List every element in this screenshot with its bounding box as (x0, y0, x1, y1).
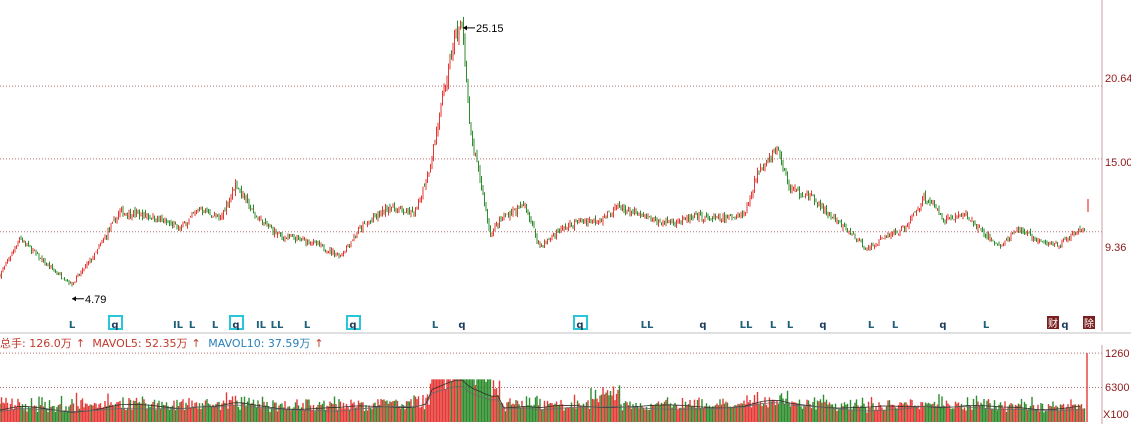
high-price-annotation: 25.15 (463, 23, 504, 35)
event-marker-4: L (212, 320, 219, 331)
price-tick-label-0: 20.64 (1105, 73, 1131, 85)
marker-box-1 (108, 315, 123, 330)
event-marker-6: IL (256, 320, 267, 331)
marker-box-9 (346, 315, 361, 330)
marker-box-5 (229, 315, 244, 330)
price-grid (0, 85, 1102, 233)
event-marker-23: q (1061, 320, 1068, 331)
event-marker-18: q (819, 320, 826, 331)
event-marker-13: LL (641, 320, 654, 331)
price-candles (0, 16, 1089, 287)
volume-total-label: 总手: 126.0万 (0, 337, 72, 350)
event-marker-8: L (304, 320, 311, 331)
up-arrow-icon: ↑ (191, 337, 201, 350)
event-marker-22: L (983, 320, 990, 331)
event-marker-16: L (770, 320, 777, 331)
event-marker-9: q (349, 320, 356, 331)
event-marker-14: q (699, 320, 706, 331)
event-marker-7: LL (271, 320, 284, 331)
up-arrow-icon: ↑ (75, 337, 85, 350)
volume-axis: 1260 6300 X100 (1101, 345, 1129, 424)
volume-tick-label-1: 6300 (1105, 382, 1129, 394)
event-marker-15: LL (740, 320, 753, 331)
high-price-label: 25.15 (476, 23, 504, 35)
volume-bars (0, 353, 1088, 422)
marker-box-12 (573, 315, 588, 330)
volume-grid (0, 352, 1102, 389)
event-marker-2: IL (173, 320, 184, 331)
event-marker-21: q (939, 320, 946, 331)
tag-box-1 (1083, 316, 1095, 329)
mavol10-label: MAVOL10: 37.59万 (208, 337, 311, 350)
event-marker-17: L (787, 320, 794, 331)
low-price-label: 4.79 (85, 294, 106, 306)
tag-label-1: 除 (1084, 317, 1094, 330)
event-marker-5: q (232, 320, 239, 331)
tag-label-0: 财 (1048, 317, 1058, 330)
volume-tick-label-0: 1260 (1105, 348, 1129, 360)
event-marker-10: L (432, 320, 439, 331)
price-tick-label-1: 15.00 (1105, 157, 1131, 169)
price-tick-label-2: 9.36 (1105, 242, 1126, 254)
mavol5-label: MAVOL5: 52.35万 (92, 337, 188, 350)
price-axis: 20.64 15.00 9.36 (1101, 0, 1131, 331)
event-marker-20: L (892, 320, 899, 331)
volume-legend: 总手: 126.0万 ↑ MAVOL5: 52.35万 ↑ MAVOL10: 37.… (0, 335, 328, 351)
up-arrow-icon: ↑ (314, 337, 324, 350)
event-marker-12: q (576, 320, 583, 331)
volume-unit-label: X100 (1103, 409, 1129, 421)
event-marker-19: L (868, 320, 875, 331)
low-price-annotation: 4.79 (72, 294, 106, 306)
tag-box-0 (1047, 316, 1059, 329)
event-marker-3: L (189, 320, 196, 331)
event-marker-1: q (111, 320, 118, 331)
event-marker-11: q (458, 320, 465, 331)
event-marker-0: L (69, 320, 76, 331)
mavol10-line (0, 385, 1081, 413)
